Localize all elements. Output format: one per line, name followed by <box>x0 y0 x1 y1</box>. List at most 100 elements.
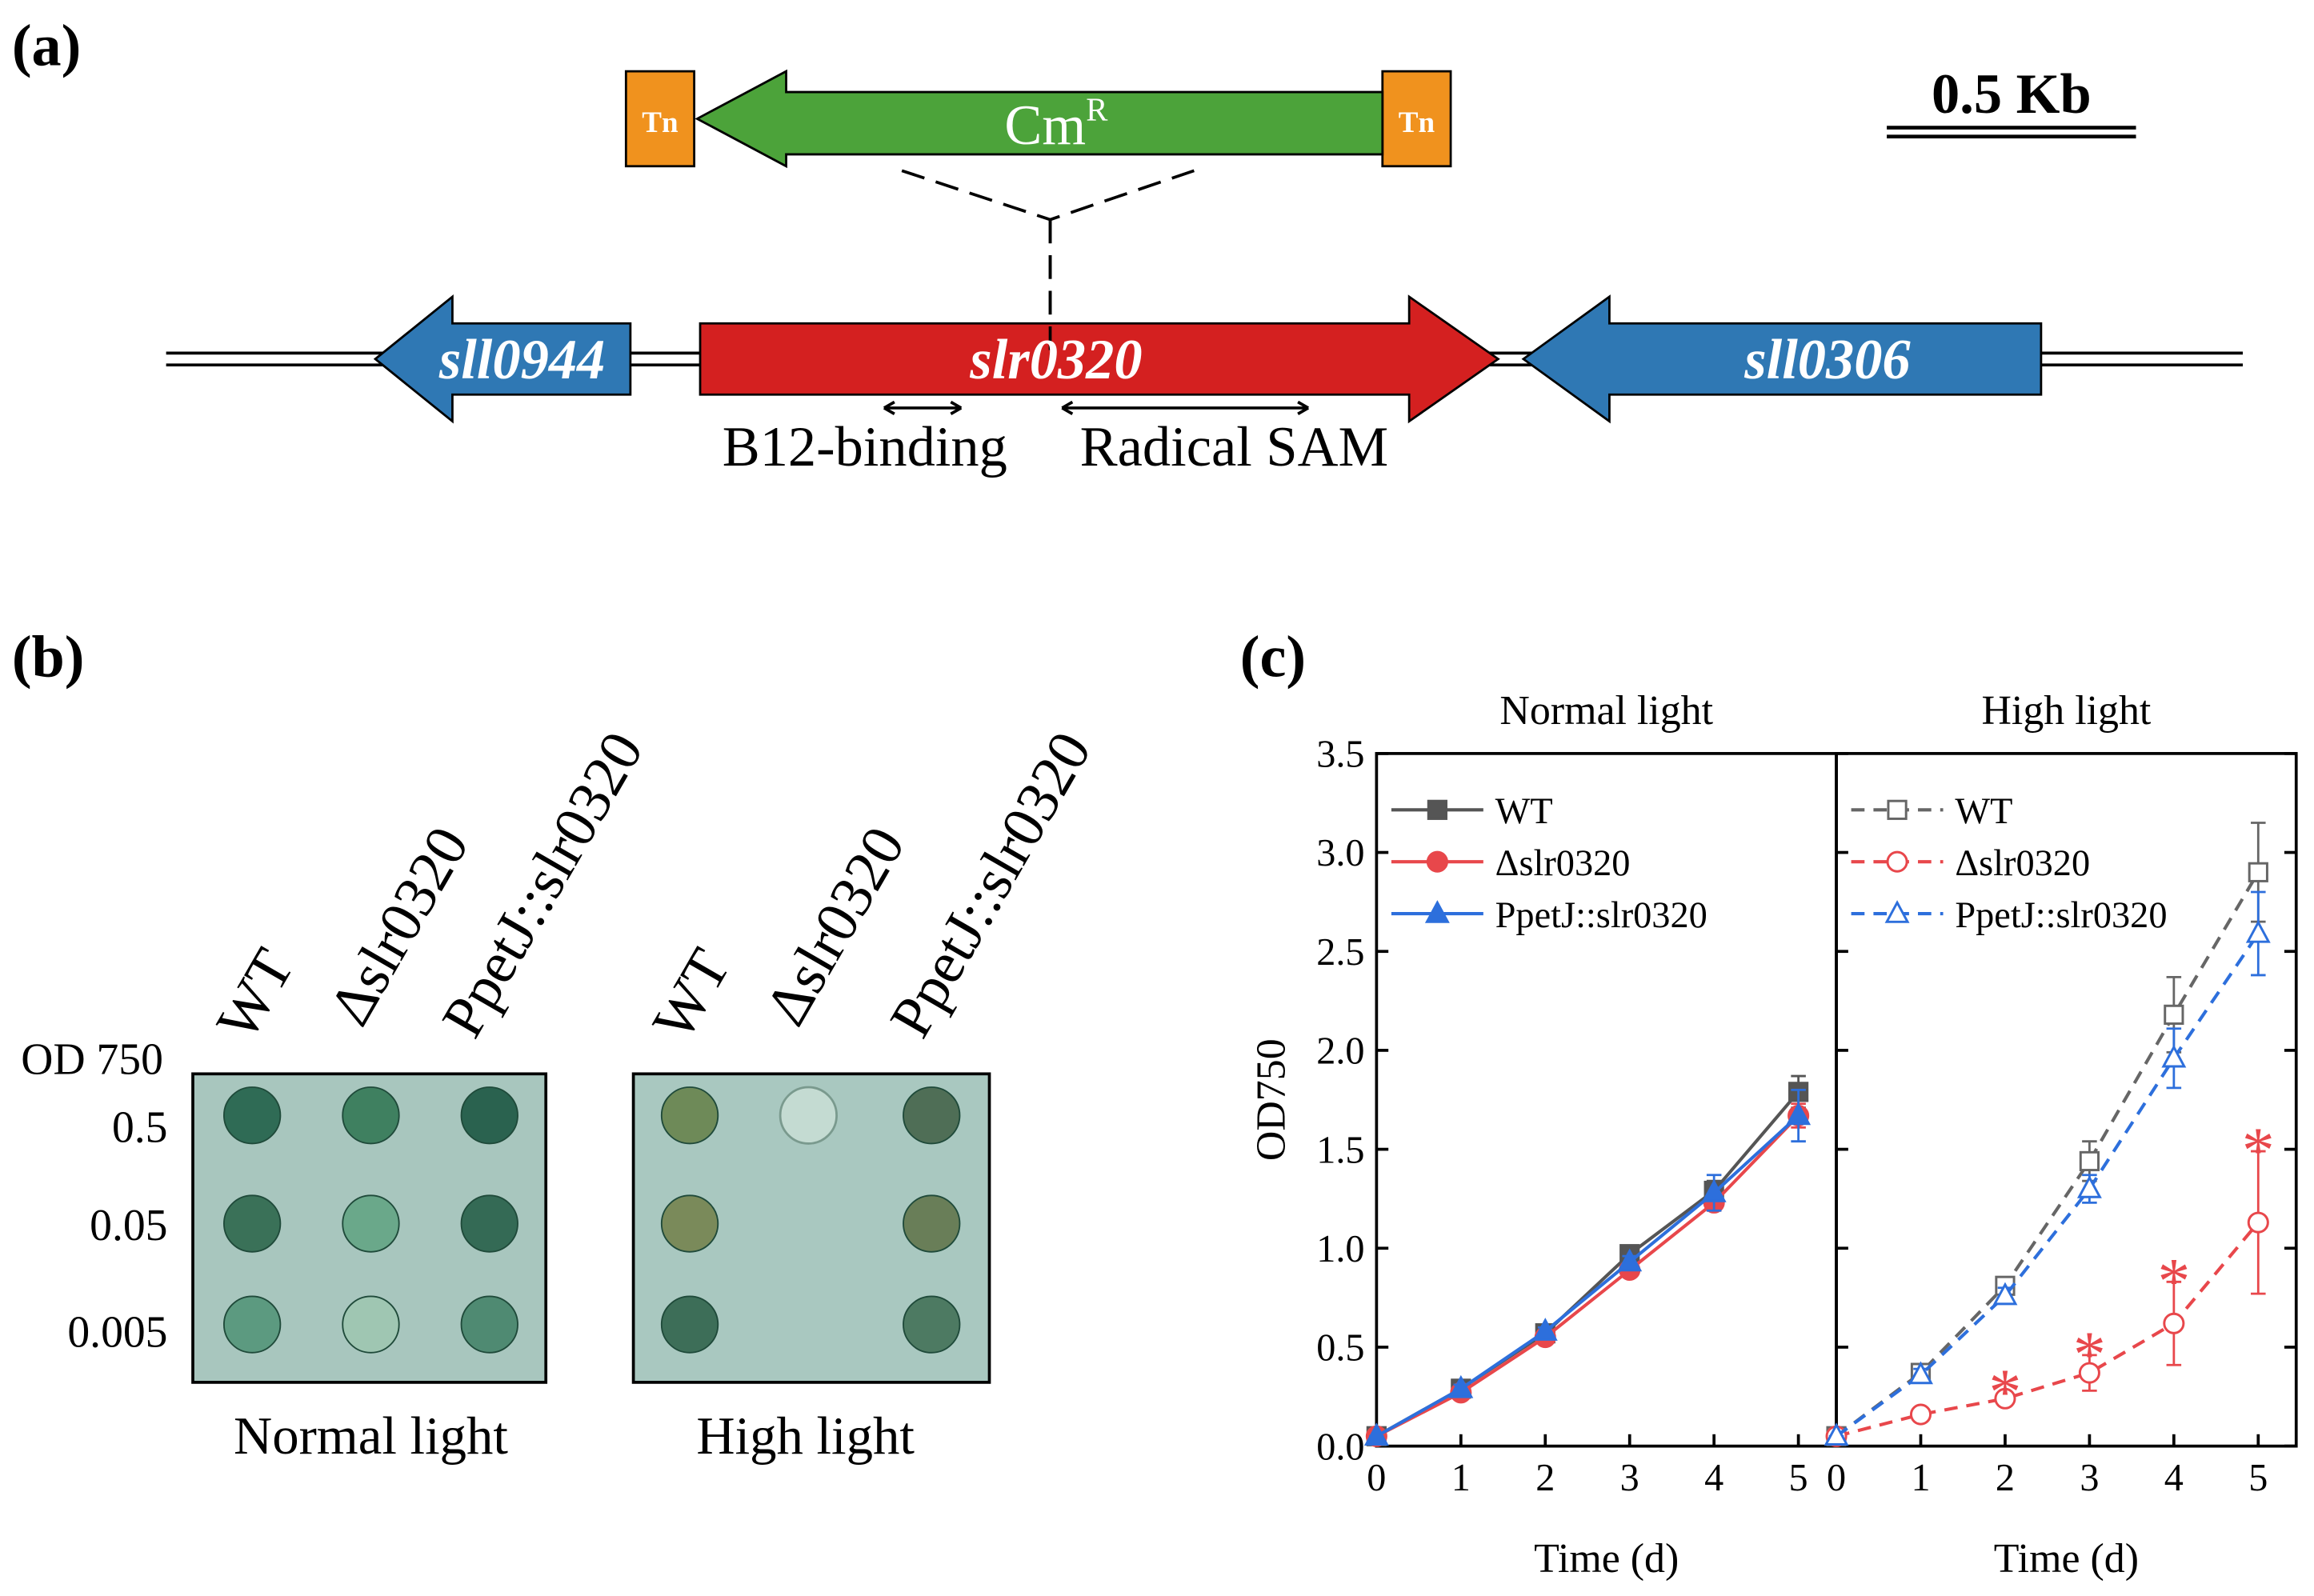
marker <box>2245 919 2271 943</box>
legend-marker <box>1886 850 1908 873</box>
legend-marker <box>1424 900 1450 923</box>
marker <box>1992 1282 2018 1306</box>
density-label: 0.05 <box>90 1201 167 1250</box>
marker <box>2247 1211 2269 1234</box>
marker <box>2248 862 2268 882</box>
y-axis-label: OD750 <box>1248 1038 1294 1161</box>
gene-label: sll0944 <box>438 329 605 391</box>
tn-label: Tn <box>1399 106 1435 139</box>
x-tick-label: 5 <box>1789 1457 1808 1499</box>
plot-frame <box>1835 752 2298 1448</box>
colony-spot <box>779 1086 838 1145</box>
colony-spot <box>903 1086 961 1145</box>
x-tick-label: 4 <box>1704 1457 1723 1499</box>
legend-label: Δslr0320 <box>1495 843 1631 884</box>
panel-label: (b) <box>12 624 85 690</box>
tn-box <box>1381 70 1452 168</box>
x-tick-label: 0 <box>1367 1457 1386 1499</box>
marker <box>2164 1004 2184 1026</box>
marker <box>1786 1102 1812 1126</box>
colony-spot <box>460 1194 518 1253</box>
marker <box>1532 1318 1558 1341</box>
domain-arrows <box>883 400 1310 415</box>
series-line <box>1375 1090 1800 1438</box>
x-axis-label: Time (d) <box>1994 1536 2139 1582</box>
strain-label: PpetJ::slr0320 <box>878 722 1104 1048</box>
strain-label: WT <box>640 938 743 1051</box>
colony-spot <box>223 1295 282 1354</box>
series-line <box>1835 871 2260 1438</box>
marker <box>1363 1422 1389 1446</box>
gene-arrow <box>699 294 1500 424</box>
gene-label: sll0306 <box>1744 329 1911 391</box>
condition-label: High light <box>696 1407 915 1466</box>
panel-label: (c) <box>1240 624 1306 690</box>
series-line <box>1375 1114 1800 1438</box>
colony-spot <box>223 1086 282 1145</box>
x-tick-label: 3 <box>2080 1457 2099 1499</box>
marker <box>2076 1175 2102 1198</box>
series-line <box>1835 932 2260 1438</box>
density-label: 0.5 <box>112 1103 168 1153</box>
y-tick-label: 0.5 <box>1316 1327 1364 1370</box>
legend-marker <box>1884 900 1910 923</box>
marker <box>1908 1361 1933 1385</box>
colony-spot <box>460 1086 518 1145</box>
domain-label: Radical SAM <box>1080 416 1388 478</box>
cassette-superscript: R <box>1086 91 1108 127</box>
x-tick-label: 4 <box>2164 1457 2184 1499</box>
significance-mark: * <box>2073 1318 2106 1390</box>
colony-spot <box>903 1194 961 1253</box>
marker <box>2079 1150 2100 1172</box>
domain-label: B12-binding <box>723 416 1007 478</box>
marker <box>1448 1374 1474 1398</box>
scale-bar-label: 0.5 Kb <box>1932 63 2092 126</box>
y-tick-label: 2.5 <box>1316 931 1364 974</box>
legend-label: PpetJ::slr0320 <box>1955 895 2167 936</box>
chart-title: High light <box>1981 688 2151 734</box>
x-tick-label: 0 <box>1827 1457 1846 1499</box>
x-axis-label: Time (d) <box>1534 1536 1679 1582</box>
x-tick-label: 3 <box>1620 1457 1639 1499</box>
colony-spot <box>460 1295 518 1354</box>
y-tick-label: 1.0 <box>1316 1228 1364 1270</box>
legend-marker <box>1887 799 1908 820</box>
significance-mark: * <box>2242 1114 2275 1186</box>
colony-spot <box>660 1295 719 1354</box>
legend-label: PpetJ::slr0320 <box>1495 895 1707 936</box>
x-tick-label: 2 <box>1535 1457 1555 1499</box>
marker <box>1909 1403 1932 1426</box>
strain-label: PpetJ::slr0320 <box>430 722 656 1048</box>
cassette-arrow <box>695 69 1384 169</box>
colony-spot <box>342 1295 400 1354</box>
y-tick-label: 0.0 <box>1316 1426 1364 1468</box>
x-tick-label: 1 <box>1911 1457 1930 1499</box>
y-tick-label: 3.5 <box>1316 734 1364 776</box>
chart-title: Normal light <box>1499 688 1713 734</box>
marker <box>2163 1312 2185 1334</box>
colony-spot <box>903 1295 961 1354</box>
marker <box>2161 1044 2187 1068</box>
condition-label: Normal light <box>234 1407 508 1466</box>
marker <box>1701 1178 1727 1202</box>
marker <box>1617 1248 1643 1272</box>
tn-label: Tn <box>642 106 679 139</box>
cassette-label: CmR <box>1004 91 1108 157</box>
legend-label: WT <box>1495 791 1553 832</box>
x-tick-label: 5 <box>2248 1457 2268 1499</box>
legend-marker <box>1427 799 1447 820</box>
y-tick-label: 1.5 <box>1316 1129 1364 1171</box>
gene-label: slr0320 <box>969 329 1142 391</box>
tn-box <box>624 70 695 168</box>
marker <box>2078 1362 2100 1384</box>
colony-spot <box>342 1194 400 1253</box>
colony-spot <box>660 1194 719 1253</box>
marker <box>1994 1387 2016 1410</box>
x-tick-label: 1 <box>1451 1457 1471 1499</box>
series-line <box>1836 1221 2260 1438</box>
panel-label: (a) <box>12 14 81 79</box>
y-tick-label: 3.0 <box>1316 832 1364 874</box>
legend-label: Δslr0320 <box>1955 843 2090 884</box>
strain-label: WT <box>204 938 307 1051</box>
